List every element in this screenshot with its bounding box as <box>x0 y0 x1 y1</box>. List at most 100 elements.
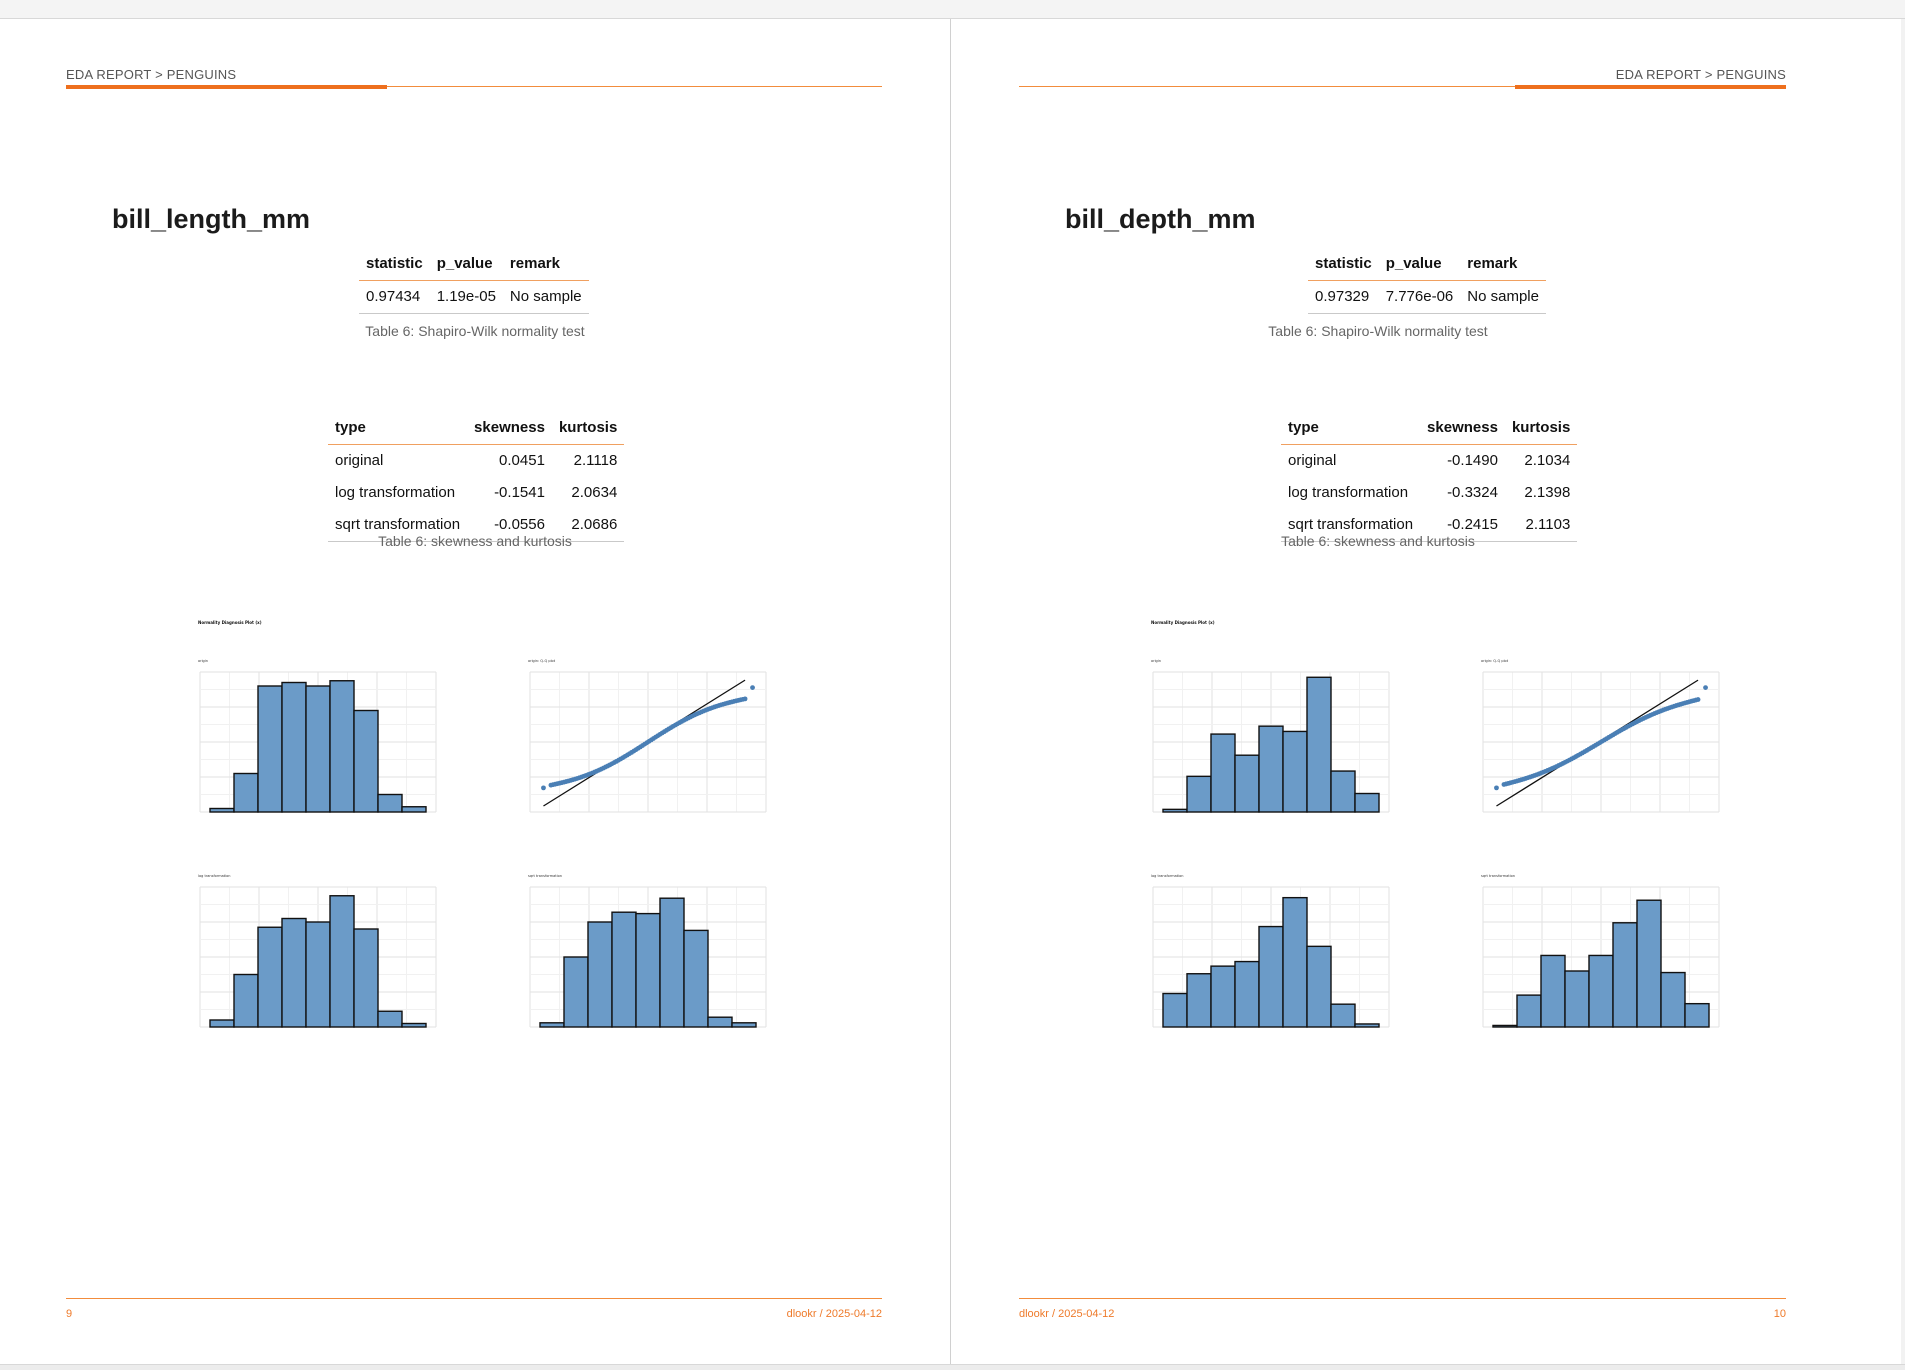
histogram-bar <box>1186 775 1212 813</box>
table-cell: 2.1398 <box>1524 484 1571 501</box>
header-rule <box>1019 86 1786 87</box>
column-header: remark <box>502 248 589 281</box>
table-row: 0.97434 1.19e-05 No sample <box>359 280 589 314</box>
running-header: EDA REPORT > PENGUINS <box>1615 67 1786 82</box>
plot-panel-2: origin: Q-Q plot <box>1481 659 1720 813</box>
plot-panel-1: origin <box>198 659 437 813</box>
skewness-table: type skewness kurtosis original -0.1490 … <box>1281 412 1578 542</box>
normality-diagnosis-figure: Normality Diagnosis Plot (x) origin origin… <box>190 602 770 1052</box>
table-cell: 2.1034 <box>1524 452 1571 469</box>
table-cell: 2.1103 <box>1504 509 1578 542</box>
table-row: log transformation -0.3324 2.1398 <box>1281 477 1577 509</box>
histogram-bar <box>1330 770 1356 813</box>
column-header: remark <box>1460 248 1546 281</box>
variable-title: bill_depth_mm <box>1065 204 1256 234</box>
table-cell: 2.0634 <box>571 484 618 501</box>
table-cell: -0.0556 <box>467 509 552 542</box>
table-cell: 0.97329 <box>1308 280 1379 314</box>
histogram-bar <box>1330 1003 1356 1028</box>
qq-point <box>742 696 748 702</box>
histogram-bar <box>587 921 613 1028</box>
normality-table: statistic p_value remark 0.97434 1.19e-0… <box>359 248 589 314</box>
figure-title: Normality Diagnosis Plot (x) <box>1151 620 1215 625</box>
figure-title: Normality Diagnosis Plot (x) <box>198 620 262 625</box>
histogram-bar <box>1354 792 1380 813</box>
table-cell: log transformation <box>335 484 456 501</box>
panel-title: origin <box>198 659 208 663</box>
histogram-bar <box>1162 992 1188 1028</box>
histogram-bar <box>257 926 283 1028</box>
variable-title: bill_length_mm <box>112 204 311 234</box>
column-header: statistic <box>359 248 430 281</box>
histogram-bar <box>1354 1023 1380 1028</box>
table-cell: 0.0451 <box>499 452 545 469</box>
histogram-bar <box>401 1022 427 1028</box>
histogram-bar <box>659 897 685 1028</box>
table-header-row: statistic p_value remark <box>359 248 589 281</box>
table-cell: 7.776e-06 <box>1378 280 1461 314</box>
histogram-bar <box>1588 954 1614 1028</box>
histogram-bar <box>305 685 331 813</box>
panel-title: origin: Q-Q plot <box>528 659 556 663</box>
histogram-bar <box>1210 965 1236 1028</box>
histogram-bar <box>257 685 283 813</box>
histogram-bar <box>353 709 379 813</box>
table-caption: Table 6: Shapiro-Wilk normality test <box>1268 323 1488 339</box>
histogram-bar <box>1258 925 1284 1028</box>
panel-title: origin: Q-Q plot <box>1481 659 1509 663</box>
histogram-bar <box>1258 725 1284 813</box>
histogram-bar <box>635 912 661 1028</box>
histogram-bar <box>1234 754 1260 813</box>
histogram-bar <box>401 806 427 813</box>
table-cell: original <box>335 452 384 469</box>
histogram-bar <box>731 1022 757 1028</box>
normality-table: statistic p_value remark 0.97329 7.776e-… <box>1308 248 1546 314</box>
table-row: sqrt transformation -0.2415 2.1103 <box>1281 509 1578 542</box>
qq-point <box>750 685 755 690</box>
histogram-bar <box>281 681 307 813</box>
histogram-bar <box>611 911 637 1028</box>
histogram-bar <box>707 1016 733 1028</box>
footer-rule <box>66 1298 882 1299</box>
plot-panel-1: origin <box>1151 659 1390 813</box>
histogram-bar <box>1636 899 1662 1028</box>
histogram-bar <box>353 928 379 1028</box>
table-cell: sqrt transformation <box>1281 509 1421 542</box>
table-cell: No sample <box>502 280 589 314</box>
skewness-table: type skewness kurtosis original 0.0451 2… <box>328 412 625 542</box>
histogram-bar <box>209 1019 235 1028</box>
table-caption: Table 6: skewness and kurtosis <box>378 533 572 549</box>
plot-panel-2: origin: Q-Q plot <box>528 659 767 813</box>
table-caption: Table 6: skewness and kurtosis <box>1281 533 1475 549</box>
table-caption: Table 6: Shapiro-Wilk normality test <box>365 323 585 339</box>
header-accent-bar <box>1515 85 1786 89</box>
histogram-bar <box>1684 1002 1710 1028</box>
histogram-bar <box>683 929 709 1028</box>
plot-panel-3: log transformation <box>1151 874 1390 1028</box>
page-number: 10 <box>1773 1308 1786 1320</box>
qq-point <box>1695 697 1701 702</box>
histogram-bar <box>1564 970 1590 1028</box>
histogram-bar <box>1234 960 1260 1028</box>
plot-panel-3: log transformation <box>198 874 437 1028</box>
histogram-bar <box>377 1010 403 1028</box>
footer-rule <box>1019 1298 1786 1299</box>
histogram-bar <box>233 772 259 813</box>
header-rule <box>66 86 882 87</box>
histogram-bar <box>329 895 355 1028</box>
histogram-bar <box>1660 971 1686 1028</box>
histogram-bar <box>1282 730 1308 813</box>
report-page-9: EDA REPORT > PENGUINS bill_length_mm sta… <box>0 19 951 1364</box>
table-cell: No sample <box>1460 280 1546 314</box>
qq-point <box>1494 785 1499 791</box>
histogram-bar <box>1516 994 1542 1028</box>
table-cell: 2.0686 <box>551 509 625 542</box>
panel-title: sqrt transformation <box>528 874 562 878</box>
table-row: log transformation -0.1541 2.0634 <box>328 477 624 509</box>
histogram-bar <box>563 956 589 1028</box>
table-row: original 0.0451 2.1118 <box>328 445 624 478</box>
histogram-bar <box>377 793 403 813</box>
running-header: EDA REPORT > PENGUINS <box>66 67 237 82</box>
histogram-bar <box>209 807 235 813</box>
panel-title: log transformation <box>198 874 230 878</box>
